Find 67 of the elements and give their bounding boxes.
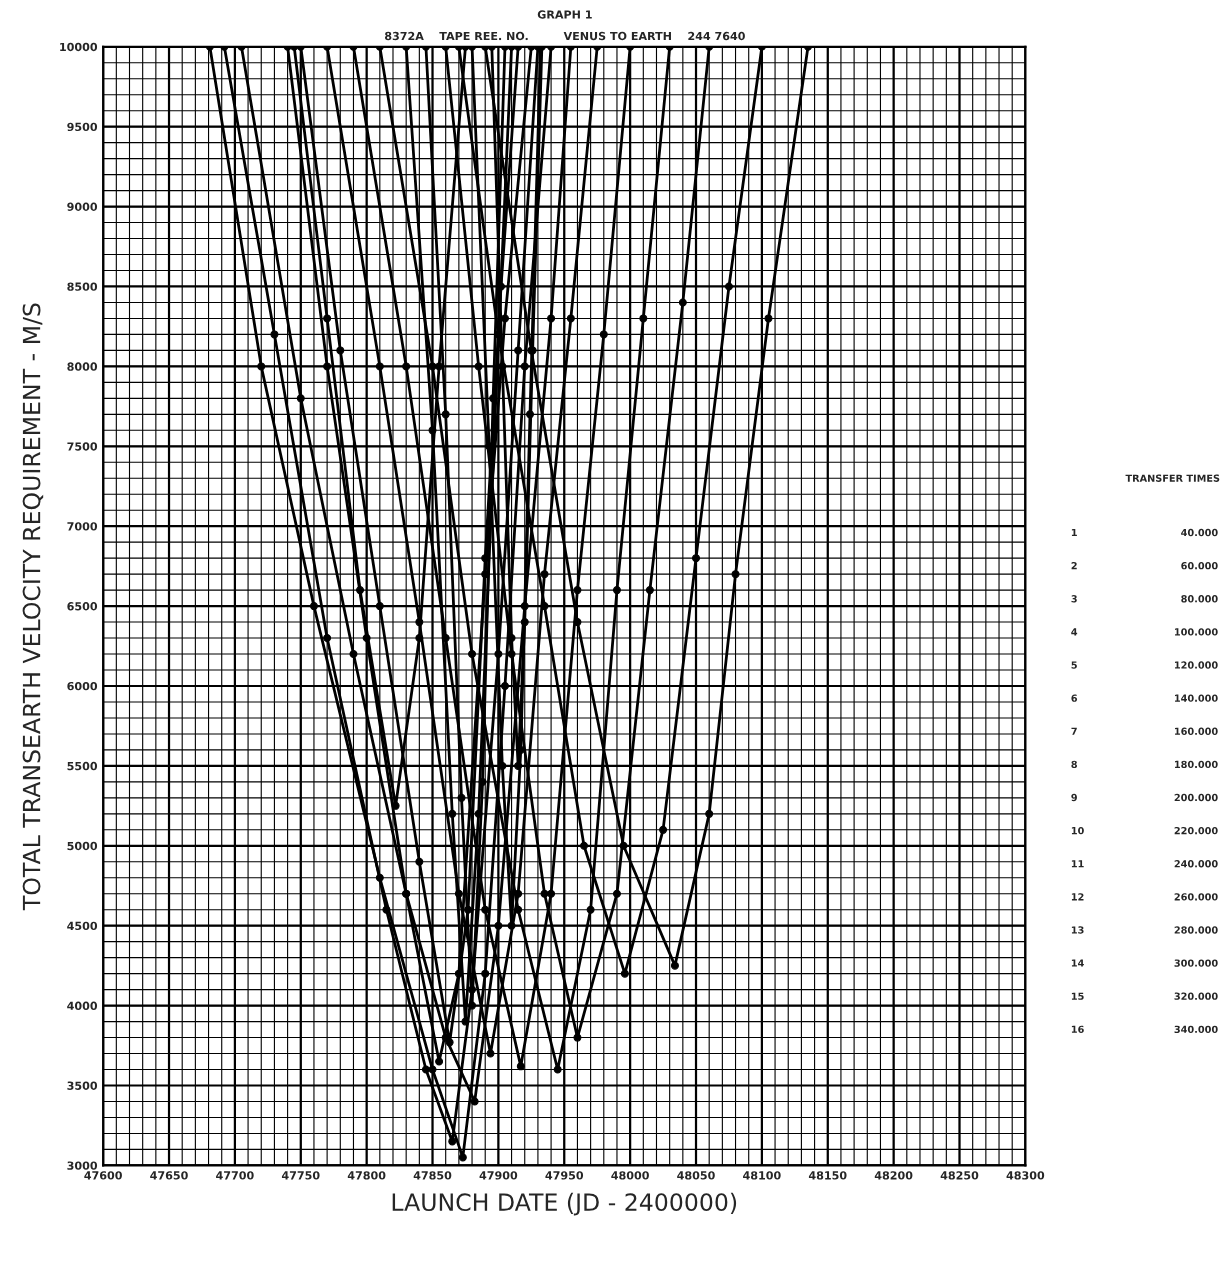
y-tick-label: 6000 (67, 681, 98, 691)
y-tick-label: 4500 (67, 921, 98, 931)
text: 2 (1071, 561, 1077, 570)
x-tick-label: 48050 (677, 1171, 715, 1180)
text: 240.000 (1174, 860, 1218, 868)
text: 120.000 (1174, 661, 1218, 669)
x-tick-label: 48200 (874, 1171, 913, 1180)
text: 7 (1071, 727, 1077, 735)
x-axis-title: LAUNCH DATE (JD - 2400000) (392, 1192, 737, 1216)
text: 160.000 (1174, 727, 1218, 735)
text: 200.000 (1174, 793, 1218, 802)
x-tick-label: 48300 (1006, 1171, 1045, 1180)
y-tick-label: 5500 (67, 761, 98, 771)
text: 8 (1071, 760, 1077, 769)
text: 180.000 (1174, 760, 1218, 769)
text: 14 (1071, 959, 1084, 967)
text: 10 (1071, 826, 1084, 835)
text: 140.000 (1174, 694, 1218, 702)
y-tick-label: 9500 (67, 122, 98, 132)
x-tick-label: 47750 (281, 1171, 320, 1180)
y-tick-label: 9000 (67, 202, 98, 211)
y-tick-label: 7500 (67, 442, 98, 451)
text: 15 (1071, 992, 1084, 1000)
x-tick-label: 47650 (150, 1171, 188, 1180)
text: 6 (1071, 694, 1078, 702)
y-tick-label: 6500 (67, 602, 98, 611)
text: 100.000 (1174, 628, 1218, 636)
x-tick-label: 47700 (216, 1171, 254, 1180)
text: 80.000 (1181, 595, 1218, 603)
y-tick-label: 8500 (67, 282, 98, 291)
text: 340.000 (1174, 1025, 1218, 1033)
y-tick-label: 5000 (67, 841, 98, 851)
text: 300.000 (1174, 959, 1218, 967)
x-tick-label: 47950 (545, 1171, 584, 1180)
x-tick-label: 47800 (347, 1171, 386, 1180)
chart-title: GRAPH 1 (537, 10, 592, 19)
x-tick-label: 47850 (413, 1171, 452, 1180)
text: 60.000 (1181, 561, 1218, 570)
chart-subtitle: 8372A TAPE REE. NO. VENUS TO EARTH 244 7640 (385, 31, 745, 41)
text: 1 (1071, 529, 1077, 537)
y-tick-label: 7000 (67, 522, 98, 531)
y-tick-label: 8000 (67, 362, 98, 371)
text: 9 (1071, 793, 1077, 802)
text: TRANSFER TIMES (1125, 474, 1220, 482)
text: 11 (1071, 860, 1084, 868)
text: 320.000 (1174, 992, 1218, 1000)
text: 3 (1071, 595, 1077, 603)
x-tick-label: 48100 (743, 1171, 781, 1180)
y-tick-label: 4000 (67, 1001, 98, 1010)
y-tick-label: 10000 (60, 42, 98, 52)
y-tick-label: 3000 (67, 1161, 98, 1170)
text: 5 (1071, 661, 1077, 669)
x-tick-label: 48150 (808, 1171, 847, 1180)
x-tick-label: 47600 (84, 1171, 122, 1180)
text: 40.000 (1181, 528, 1218, 537)
text: 260.000 (1174, 893, 1218, 901)
text: 13 (1071, 926, 1084, 934)
y-axis-title: TOTAL TRANSEARTH VELOCITY REQUIREMENT - M/S (22, 303, 44, 911)
text: 16 (1071, 1025, 1084, 1033)
x-tick-label: 48000 (611, 1171, 649, 1180)
text: 12 (1071, 893, 1084, 901)
x-tick-label: 48250 (940, 1171, 979, 1180)
text: 220.000 (1174, 826, 1218, 835)
text: 280.000 (1174, 926, 1218, 934)
y-tick-label: 3500 (67, 1081, 98, 1090)
x-tick-label: 47900 (479, 1171, 518, 1180)
text: 4 (1071, 628, 1078, 636)
